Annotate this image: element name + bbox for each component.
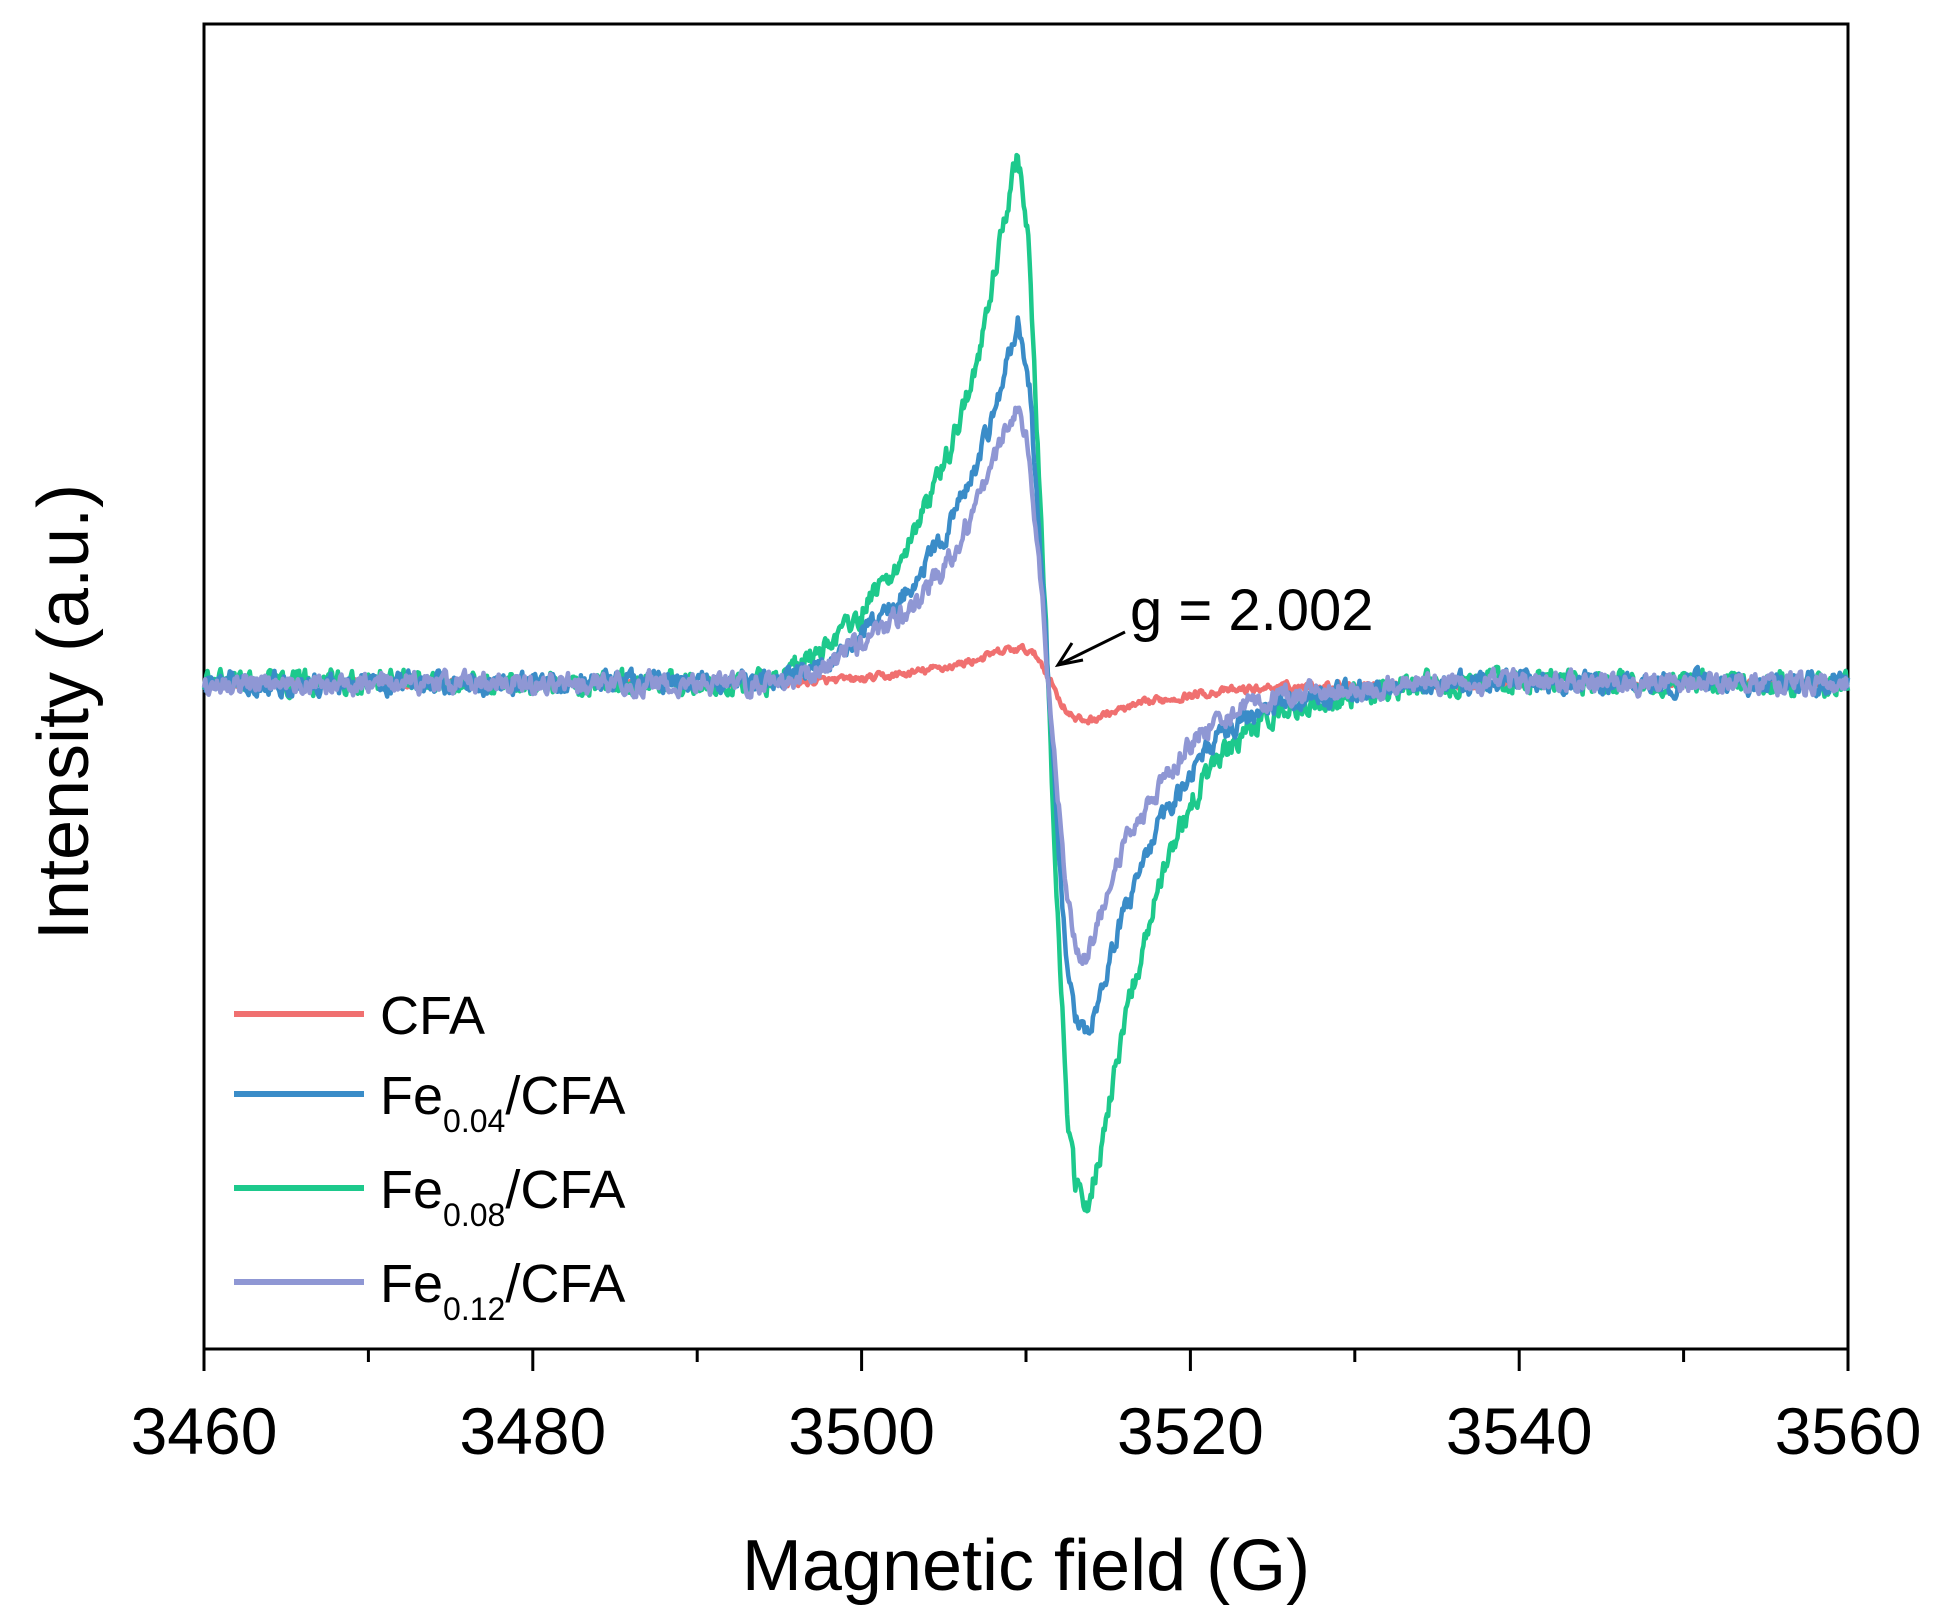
legend-label: Fe0.04/CFA [380, 1066, 625, 1139]
legend-item-fe012: Fe0.12/CFA [234, 1254, 625, 1327]
g-value-annotation: g = 2.002 [1054, 578, 1374, 668]
legend-label: Fe0.08/CFA [380, 1160, 625, 1233]
legend-label: Fe0.12/CFA [380, 1254, 625, 1327]
series-layer [201, 152, 1851, 1214]
x-tick-label: 3540 [1446, 1394, 1593, 1468]
annotation-arrowhead [1054, 642, 1084, 668]
legend-item-fe008: Fe0.08/CFA [234, 1160, 625, 1233]
legend: CFA Fe0.04/CFA Fe0.08/CFA Fe0.12/CFA [234, 986, 625, 1327]
y-axis-title: Intensity (a.u.) [24, 484, 104, 940]
annotation-arrow-line [1057, 630, 1126, 667]
series-line-fe0-12-cfa [201, 405, 1850, 967]
x-tick-label: 3520 [1117, 1394, 1264, 1468]
legend-item-cfa: CFA [234, 986, 485, 1046]
x-tick-label: 3480 [459, 1394, 606, 1468]
x-axis-ticks: 3460 3480 3500 3520 3540 3560 [131, 1349, 1922, 1468]
x-tick-label: 3560 [1775, 1394, 1922, 1468]
legend-item-fe004: Fe0.04/CFA [234, 1066, 625, 1139]
x-axis-title: Magnetic field (G) [742, 1526, 1310, 1606]
x-tick-label: 3460 [131, 1394, 278, 1468]
x-tick-label: 3500 [788, 1394, 935, 1468]
annotation-label: g = 2.002 [1130, 578, 1374, 643]
legend-label: CFA [380, 986, 485, 1046]
